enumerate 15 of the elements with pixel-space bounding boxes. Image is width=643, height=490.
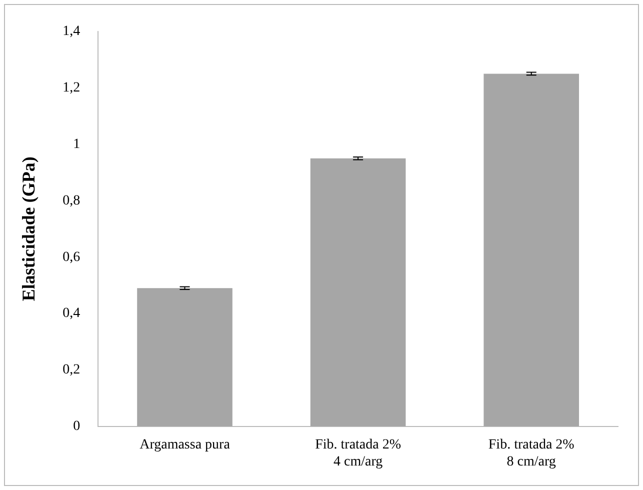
bar bbox=[484, 74, 580, 426]
x-tick-label: Fib. tratada 2% 8 cm/arg bbox=[488, 437, 575, 470]
y-axis-title: Elasticidade (GPa) bbox=[18, 156, 38, 302]
y-tick-label: 1,2 bbox=[62, 80, 80, 96]
x-tick-label: Argamassa pura bbox=[140, 437, 231, 452]
y-tick-label: 0,8 bbox=[62, 193, 80, 208]
bar bbox=[137, 288, 232, 426]
bar bbox=[310, 158, 406, 426]
y-tick-label: 0 bbox=[73, 419, 80, 434]
y-tick-label: 1 bbox=[73, 136, 80, 152]
x-tick-label: Fib. tratada 2% 4 cm/arg bbox=[315, 437, 402, 470]
y-tick-label: 1,4 bbox=[62, 24, 80, 40]
y-tick-label: 0,6 bbox=[62, 250, 80, 265]
y-tick-label: 0,2 bbox=[62, 362, 80, 378]
y-tick-label: 0,4 bbox=[62, 306, 80, 322]
